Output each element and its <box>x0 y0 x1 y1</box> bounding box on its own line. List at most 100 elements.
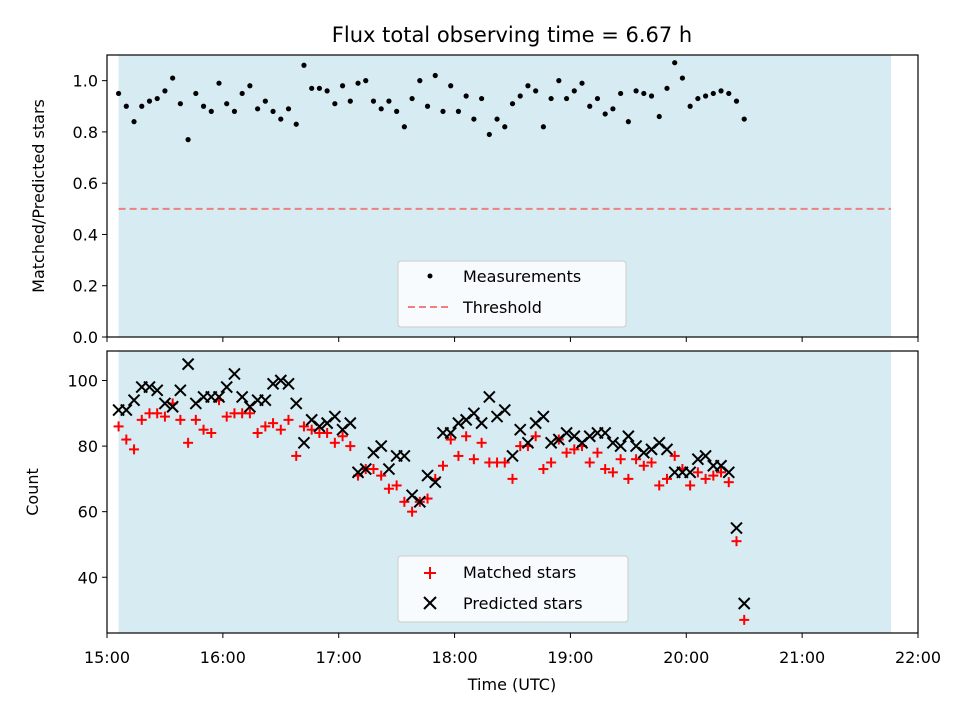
measurement-point <box>363 78 369 84</box>
predicted-stars-point <box>614 439 627 453</box>
measurement-point <box>695 95 701 102</box>
matched-stars-point <box>631 454 642 465</box>
matched-stars-point <box>661 473 672 484</box>
measurement-point <box>115 90 122 97</box>
predicted-stars-point <box>212 390 226 404</box>
bottom-panel-y-ticks: 40 60 80 100 <box>67 372 107 587</box>
measurement-point <box>285 106 292 112</box>
matched-stars-point <box>221 411 232 422</box>
predicted-stars-point <box>150 384 164 397</box>
measurement-point <box>394 108 400 114</box>
predicted-stars-point <box>730 521 743 535</box>
predicted-stars-point <box>483 390 496 404</box>
predicted-stars-point <box>452 416 465 430</box>
matched-stars-point <box>623 473 634 484</box>
measurement-point <box>146 98 153 104</box>
y-tick-label: 60 <box>78 503 98 522</box>
y-tick-label: 100 <box>67 372 98 391</box>
y-tick-label: 0.4 <box>73 225 98 244</box>
predicted-stars-point <box>313 420 326 433</box>
matched-stars-point <box>499 457 510 468</box>
predicted-stars-point <box>699 449 712 463</box>
predicted-stars-point <box>127 393 141 407</box>
predicted-stars-point <box>120 403 133 417</box>
predicted-stars-point <box>506 449 519 463</box>
predicted-stars-point <box>691 453 705 466</box>
chart-title: Flux total observing time = 6.67 h <box>332 23 692 47</box>
measurement-point <box>262 98 268 104</box>
matched-stars-point <box>584 457 595 468</box>
measurement-point <box>170 75 176 81</box>
measurement-point <box>471 116 477 122</box>
measurement-point <box>579 80 585 86</box>
matched-stars-point <box>723 477 734 488</box>
measurement-point <box>664 85 670 91</box>
predicted-stars-point <box>266 377 280 390</box>
bottom-panel-marks <box>112 357 751 625</box>
predicted-stars-point <box>660 443 674 456</box>
legend-measurements-marker <box>427 273 433 279</box>
top-legend: Measurements Threshold <box>397 260 627 328</box>
measurement-point <box>301 62 307 68</box>
measurement-point <box>602 111 608 117</box>
predicted-stars-point <box>398 449 411 463</box>
predicted-stars-point <box>181 357 195 371</box>
measurement-point <box>718 88 724 94</box>
measurement-point <box>239 90 245 97</box>
legend-predicted-label: Predicted stars <box>463 594 583 613</box>
matched-stars-point <box>592 447 603 458</box>
measurement-point <box>571 88 577 94</box>
measurement-point <box>131 119 137 125</box>
measurement-point <box>463 93 469 99</box>
measurement-point <box>733 98 740 104</box>
matched-stars-point <box>399 496 410 507</box>
matched-stars-point <box>175 414 186 425</box>
x-tick-label: 15:00 <box>84 648 130 667</box>
measurement-point <box>594 95 601 102</box>
predicted-stars-point <box>622 430 635 443</box>
matched-stars-point <box>638 460 649 471</box>
matched-stars-point <box>468 454 479 465</box>
y-tick-label: 80 <box>78 437 98 456</box>
matched-stars-point <box>252 427 263 438</box>
measurement-point <box>332 101 338 107</box>
matched-stars-point <box>152 408 163 419</box>
predicted-stars-point <box>738 597 751 610</box>
predicted-stars-point <box>583 430 596 443</box>
measurement-point <box>563 95 570 102</box>
measurement-point <box>587 103 593 109</box>
predicted-stars-point <box>297 436 311 450</box>
predicted-stars-point <box>228 367 241 381</box>
measurement-point <box>247 83 253 89</box>
measurement-point <box>710 90 716 97</box>
matched-stars-point <box>268 418 279 429</box>
predicted-stars-point <box>282 377 295 390</box>
matched-stars-point <box>716 467 727 478</box>
predicted-stars-point <box>537 410 550 423</box>
matched-stars-point <box>507 473 518 484</box>
predicted-stars-point <box>544 436 558 450</box>
x-tick-label: 22:00 <box>895 648 941 667</box>
matched-stars-point <box>298 421 309 432</box>
measurement-point <box>208 108 214 114</box>
matched-stars-point <box>654 480 665 491</box>
predicted-stars-point <box>560 426 573 440</box>
x-tick-label: 17:00 <box>316 648 362 667</box>
matched-stars-point <box>561 447 572 458</box>
matched-stars-point <box>198 424 209 435</box>
matched-stars-point <box>121 434 132 445</box>
top-panel: 0.0 0.2 0.4 0.6 0.8 1.0 Matched/Predicted sta… <box>29 54 919 347</box>
measurement-point <box>293 121 299 127</box>
predicted-stars-point <box>374 439 388 453</box>
matched-stars-point <box>669 450 680 461</box>
measurement-point <box>741 116 747 122</box>
measurement-point <box>525 83 531 89</box>
measurement-point <box>679 75 686 81</box>
measurement-point <box>270 108 276 114</box>
measurement-point <box>339 83 346 89</box>
matched-stars-point <box>607 467 618 478</box>
y-tick-label: 0.8 <box>73 123 98 142</box>
legend-matched-marker <box>424 567 436 579</box>
measurement-point <box>625 119 631 125</box>
